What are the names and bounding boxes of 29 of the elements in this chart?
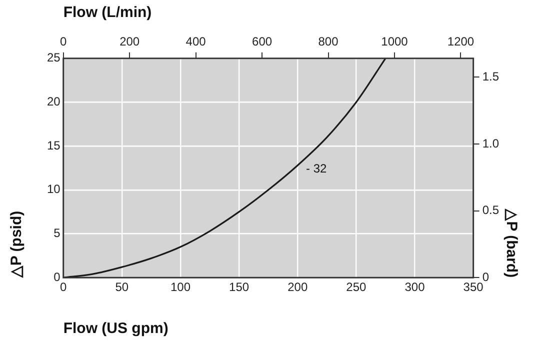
y2-tick-label: 0.5 bbox=[482, 203, 500, 218]
y2-tick-label: 1.0 bbox=[482, 136, 500, 150]
annotation: - 32 bbox=[306, 161, 328, 176]
y-tick-label: 15 bbox=[46, 138, 61, 152]
y-tick-label: 10 bbox=[46, 182, 61, 196]
y-axis-title: △P (psid) bbox=[8, 210, 26, 279]
y-tick-label: 20 bbox=[46, 94, 61, 109]
y2-axis-title: △P (bard) bbox=[502, 208, 520, 278]
x2-tick-label: 200 bbox=[120, 34, 140, 49]
y-tick-label: 25 bbox=[46, 50, 61, 65]
x2-axis-title: Flow (L/min) bbox=[63, 4, 152, 22]
x-tick-label: 100 bbox=[170, 280, 191, 294]
x2-tick-label: 800 bbox=[318, 34, 339, 49]
x2-tick-label: 600 bbox=[252, 34, 272, 49]
y-tick-label: 5 bbox=[54, 226, 61, 240]
y-tick-label: 0 bbox=[54, 270, 61, 284]
x-tick-label: 350 bbox=[463, 280, 484, 294]
x2-tick-label: 400 bbox=[186, 34, 206, 49]
x2-tick-label: 1200 bbox=[447, 34, 474, 49]
y2-tick-label: 1.5 bbox=[482, 69, 500, 84]
x-tick-label: 300 bbox=[404, 280, 426, 294]
x-tick-label: 250 bbox=[346, 280, 367, 294]
x-tick-label: 150 bbox=[229, 280, 250, 294]
line-series bbox=[63, 58, 386, 278]
x2-tick-label: 1000 bbox=[381, 34, 408, 49]
x-tick-label: 200 bbox=[288, 280, 308, 294]
y2-tick-label: 0 bbox=[482, 270, 490, 284]
x-tick-label: 50 bbox=[115, 280, 129, 294]
x-axis-title: Flow (US gpm) bbox=[63, 320, 168, 338]
